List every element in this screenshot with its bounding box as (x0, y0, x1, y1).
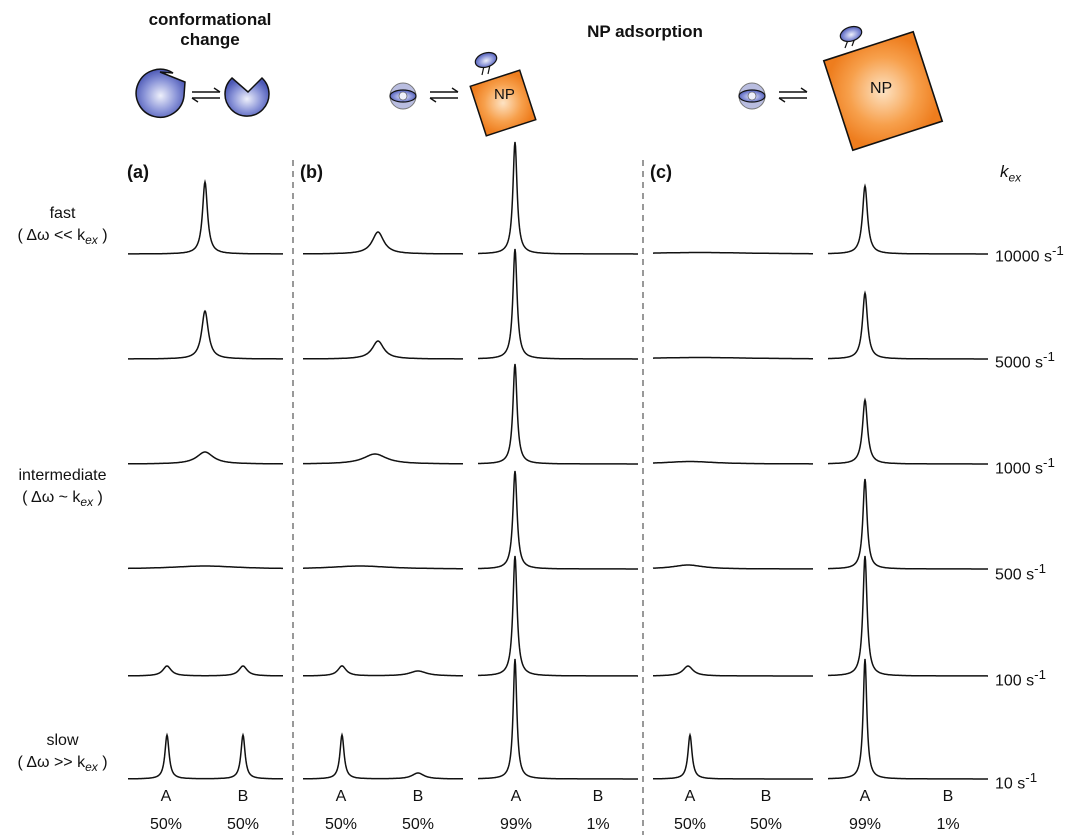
state-label: B (237, 788, 249, 805)
state-label: B (592, 788, 604, 805)
spectrum-trace (478, 363, 638, 465)
spectrum-trace (653, 732, 813, 780)
spectrum-trace (303, 453, 463, 465)
population-label: 99% (499, 816, 533, 833)
exchange-arrows-icon (191, 87, 221, 103)
exchange-arrows-icon (429, 87, 459, 103)
state-label: A (684, 788, 696, 805)
state-label: A (160, 788, 172, 805)
spectrum-trace (828, 397, 988, 465)
spectrum-trace (477, 470, 638, 570)
np-label-small: NP (494, 86, 515, 103)
spectrum-trace (478, 141, 638, 255)
rate-label-1000: 1000 s-1 (995, 455, 1055, 478)
cartoon-row (135, 25, 944, 152)
state-label: B (942, 788, 954, 805)
np-label-large: NP (870, 80, 893, 97)
title-np-adsorption: NP adsorption (587, 22, 703, 41)
spectrum-trace (128, 451, 283, 465)
population-label: 50% (673, 816, 707, 833)
spectrum-trace (653, 356, 813, 360)
protein-free-icon (389, 82, 417, 110)
spectrum-trace (653, 251, 813, 255)
rate-label-100: 100 s-1 (995, 667, 1046, 690)
rate-label-10000: 10000 s-1 (995, 243, 1064, 266)
side-label-slow: slow ( Δω >> kex ) (17, 732, 108, 775)
spectrum-trace (128, 665, 283, 677)
spectrum-trace (128, 565, 283, 570)
panel-label-b: (b) (300, 162, 323, 182)
population-label: 50% (226, 816, 260, 833)
kex-header: kex (1000, 162, 1022, 185)
spectrum-trace (128, 179, 283, 255)
nanoparticle-icon (469, 51, 537, 137)
title-conformational-change: conformational change (148, 10, 272, 49)
population-label: 50% (401, 816, 435, 833)
exchange-arrows-icon (778, 87, 808, 103)
spectrum-trace (828, 290, 988, 360)
spectrum-trace (827, 183, 988, 255)
population-label: 50% (749, 816, 783, 833)
rate-label-500: 500 s-1 (995, 561, 1046, 584)
spectrum-trace (828, 658, 988, 780)
spectrum-trace (303, 231, 463, 255)
state-label: B (412, 788, 424, 805)
spectrum-trace (303, 340, 463, 360)
population-label: 99% (848, 816, 882, 833)
spectrum-trace (828, 478, 988, 570)
population-label: 50% (149, 816, 183, 833)
protein-free-icon (738, 82, 766, 110)
panel-label-a: (a) (127, 162, 149, 182)
spectrum-trace (303, 732, 463, 780)
population-label: 1% (586, 816, 610, 833)
state-label: A (510, 788, 522, 805)
panel-label-c: (c) (650, 162, 672, 182)
spectrum-trace (827, 555, 988, 677)
spectrum-trace (128, 309, 283, 360)
spectrum-trace (653, 460, 813, 465)
spectrum-trace (478, 248, 638, 360)
protein-open-icon (135, 68, 186, 119)
spectrum-trace (477, 555, 638, 677)
side-label-fast: fast ( Δω << kex ) (17, 205, 108, 248)
rate-label-10: 10 s-1 (995, 770, 1038, 793)
protein-closed-icon (224, 76, 270, 117)
state-label: A (859, 788, 871, 805)
spectrum-trace (303, 565, 463, 570)
spectrum-trace (652, 564, 813, 570)
side-label-intermediate: intermediate ( Δω ~ kex ) (18, 467, 107, 510)
spectrum-trace (128, 732, 283, 780)
spectrum-trace (653, 665, 813, 677)
spectrum-trace (478, 658, 638, 780)
population-label: 1% (936, 816, 960, 833)
spectrum-trace (303, 665, 463, 677)
rate-label-5000: 5000 s-1 (995, 349, 1055, 372)
population-label: 50% (324, 816, 358, 833)
nanoparticle-icon (822, 25, 944, 152)
state-label: B (760, 788, 772, 805)
state-label: A (335, 788, 347, 805)
